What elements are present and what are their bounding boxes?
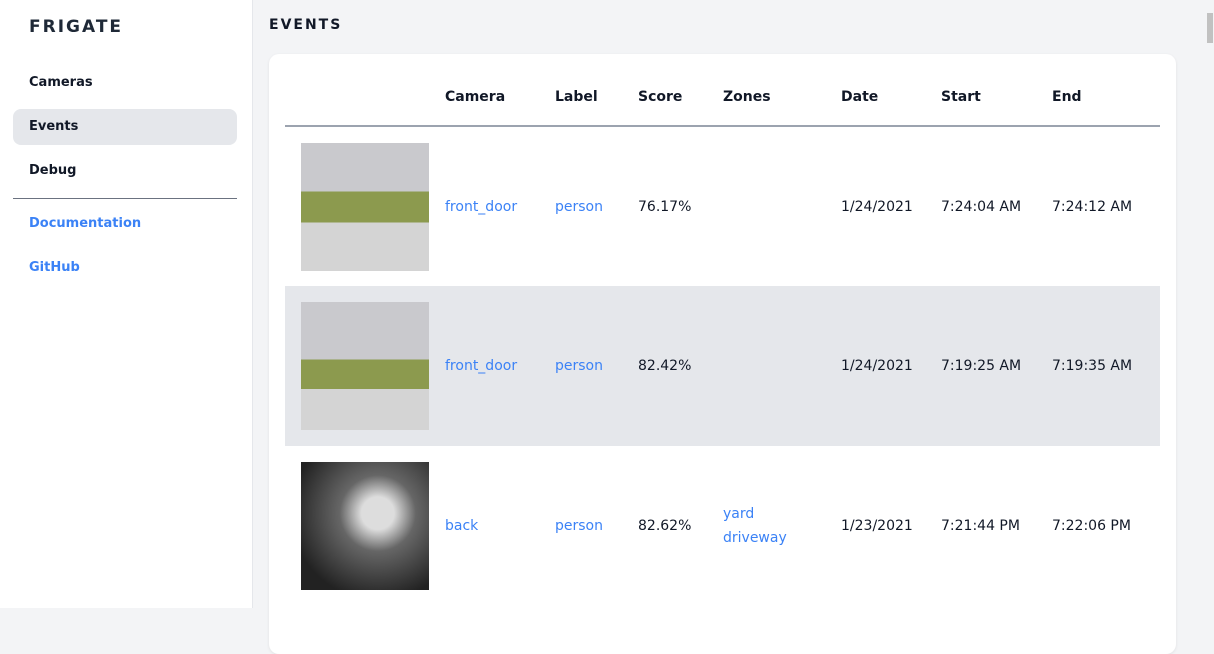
sidebar-link-documentation[interactable]: Documentation	[29, 216, 142, 231]
zones: yard driveway	[723, 446, 841, 606]
header-score: Score	[638, 54, 723, 127]
header-end: End	[1052, 54, 1160, 127]
logo: FRIGATE	[29, 17, 124, 37]
start-time: 7:24:04 AM	[941, 198, 1022, 215]
scrollbar-thumb[interactable]	[1207, 13, 1213, 43]
page-title: EVENTS	[269, 17, 343, 33]
camera-link[interactable]: front_door	[445, 198, 518, 215]
zone-link[interactable]: yard	[723, 506, 755, 522]
divider	[13, 198, 237, 199]
label-link[interactable]: person	[555, 286, 638, 446]
camera-link[interactable]: back	[445, 518, 479, 534]
table-row[interactable]: front_door person 76.17% 1/24/2021 7:24:…	[285, 126, 1160, 286]
sidebar-item-cameras[interactable]: Cameras	[29, 75, 93, 90]
label-link[interactable]: person	[555, 518, 603, 534]
event-thumbnail[interactable]	[301, 302, 429, 430]
table-row[interactable]: front_door person 82.42% 1/24/2021 7:19:…	[285, 286, 1160, 446]
start-time: 7:21:44 PM	[941, 518, 1020, 534]
header-label: Label	[555, 54, 638, 127]
zone-link[interactable]: driveway	[723, 530, 787, 546]
scrollbar[interactable]	[1206, 0, 1214, 608]
start-time: 7:19:25 AM	[941, 286, 1052, 446]
events-card: Camera Label Score Zones Date Start End …	[269, 54, 1176, 654]
zones	[723, 286, 841, 446]
end-time: 7:19:35 AM	[1052, 286, 1160, 446]
event-thumbnail[interactable]	[301, 142, 429, 271]
event-thumbnail[interactable]	[301, 462, 429, 590]
score: 76.17%	[638, 198, 692, 215]
label-link[interactable]: person	[555, 198, 603, 215]
zones	[723, 126, 841, 286]
header-camera: Camera	[445, 54, 555, 127]
camera-link[interactable]: front_door	[445, 286, 555, 446]
score: 82.62%	[638, 518, 692, 534]
sidebar: FRIGATE Cameras Events Debug Documentati…	[0, 0, 253, 608]
date: 1/24/2021	[841, 286, 941, 446]
sidebar-link-github[interactable]: GitHub	[29, 260, 80, 275]
header-zones: Zones	[723, 54, 841, 127]
header-thumbnail	[285, 54, 445, 127]
end-time: 7:24:12 AM	[1052, 198, 1133, 215]
table-row[interactable]: back person 82.62% yard driveway 1/23/202…	[285, 446, 1160, 606]
sidebar-item-debug[interactable]: Debug	[29, 163, 77, 178]
score: 82.42%	[638, 286, 723, 446]
end-time: 7:22:06 PM	[1052, 518, 1131, 534]
events-table: Camera Label Score Zones Date Start End …	[285, 54, 1160, 606]
header-date: Date	[841, 54, 941, 127]
sidebar-item-events[interactable]: Events	[13, 109, 237, 145]
header-start: Start	[941, 54, 1052, 127]
date: 1/24/2021	[841, 198, 913, 215]
date: 1/23/2021	[841, 518, 913, 534]
